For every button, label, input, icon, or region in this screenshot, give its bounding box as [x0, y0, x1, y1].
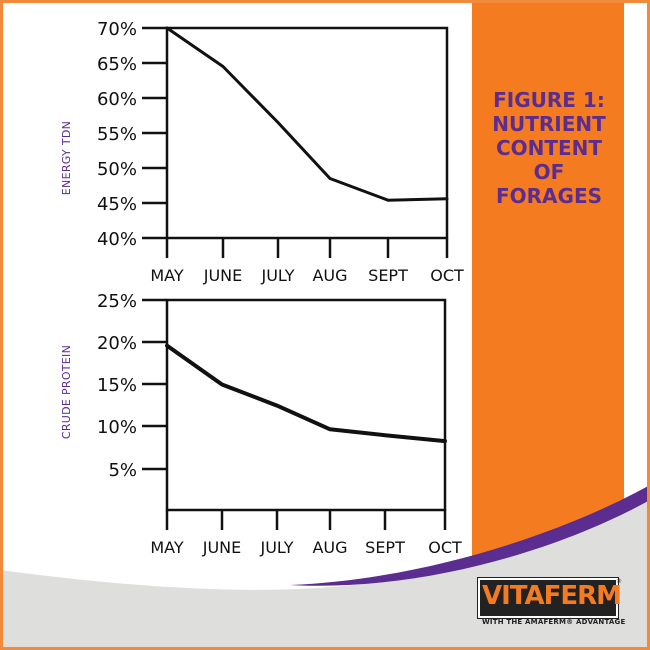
x-tick-label: MAY: [150, 538, 184, 557]
logo-registered-mark: ®: [616, 578, 622, 585]
crude-protein-chart: 25% 20% 15% 10% 5% MAY JUNE JULY AUG SEPT OCT CRU…: [60, 291, 462, 557]
y-axis-label: ENERGY TDN: [60, 121, 73, 195]
y-tick-label: 15%: [97, 375, 137, 396]
logo-tagline: WITH THE AMAFERM® ADVANTAGE: [482, 618, 626, 626]
chart-axes: [142, 26, 449, 258]
y-axis-label: CRUDE PROTEIN: [60, 345, 73, 439]
y-tick-label: 40%: [97, 229, 137, 250]
logo-wordmark: VITAFERM: [482, 581, 622, 611]
chart-axes: [142, 298, 447, 530]
x-tick-label: OCT: [430, 266, 464, 285]
series-line: [165, 26, 449, 202]
x-tick-label: JUNE: [202, 538, 242, 557]
logo-box: [477, 577, 619, 619]
x-tick-label: MAY: [150, 266, 184, 285]
series-lines: [165, 26, 449, 202]
x-tick-label: JUNE: [203, 266, 243, 285]
x-tick-labels: MAY JUNE JULY AUG SEPT OCT: [150, 538, 462, 557]
x-tick-label: SEPT: [368, 266, 408, 285]
orange-side-panel: [472, 0, 624, 556]
x-tick-labels: MAY JUNE JULY AUG SEPT OCT: [150, 266, 464, 285]
plot-area-frame: [165, 298, 447, 512]
y-tick-label: 70%: [97, 19, 137, 40]
x-tick-label: SEPT: [365, 538, 405, 557]
energy-tdn-chart: 70% 65% 60% 55% 50% 45% 40% MAY JUNE JULY AUG SEPT…: [60, 19, 464, 285]
purple-swoosh: [290, 485, 650, 586]
y-tick-label: 45%: [97, 194, 137, 215]
x-tick-label: AUG: [312, 266, 347, 285]
series-lines: [165, 343, 447, 444]
y-tick-label: 60%: [97, 89, 137, 110]
x-tick-label: JULY: [260, 538, 294, 557]
y-tick-label: 55%: [97, 124, 137, 145]
figure-title: FIGURE 1: NUTRIENT CONTENT OF FORAGES: [492, 88, 606, 208]
x-tick-label: AUG: [312, 538, 347, 557]
y-tick-labels: 70% 65% 60% 55% 50% 45% 40%: [97, 19, 137, 250]
x-tick-label: JULY: [261, 266, 295, 285]
y-tick-label: 20%: [97, 333, 137, 354]
y-tick-label: 65%: [97, 54, 137, 75]
y-tick-label: 25%: [97, 291, 137, 312]
vitaferm-logo: VITAFERM ® WITH THE AMAFERM® ADVANTAGE: [474, 574, 626, 630]
x-tick-label: OCT: [428, 538, 462, 557]
y-tick-label: 5%: [108, 460, 137, 481]
y-tick-label: 50%: [97, 159, 137, 180]
series-line: [165, 343, 447, 444]
y-tick-labels: 25% 20% 15% 10% 5%: [97, 291, 137, 481]
y-tick-label: 10%: [97, 417, 137, 438]
